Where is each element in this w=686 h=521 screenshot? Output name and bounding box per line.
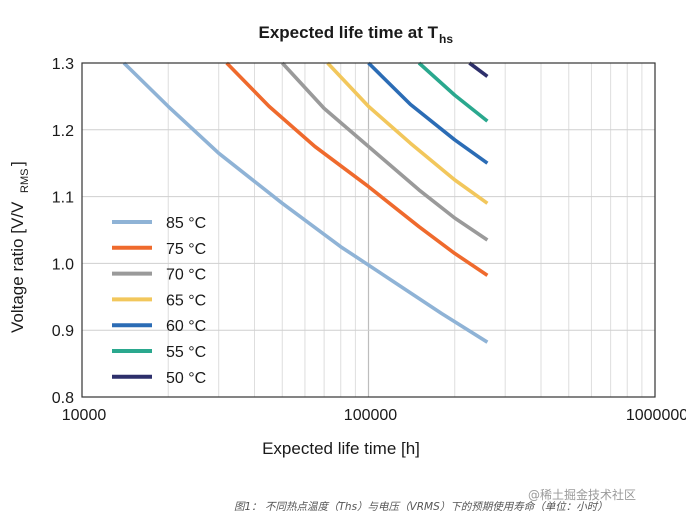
series-line (326, 61, 489, 205)
y-tick-labels: 0.8 0.9 1.0 1.1 1.2 1.3 (52, 56, 74, 407)
y-tick-label: 1.3 (52, 56, 74, 73)
y-axis-label-group: Voltage ratio [V/V RMS ] (8, 161, 31, 333)
series-line (417, 61, 489, 123)
chart-title-subscript: hs (439, 32, 453, 46)
series-line (225, 61, 489, 277)
y-tick-label: 0.9 (52, 323, 74, 340)
x-tick-label: 1000000 (626, 407, 686, 424)
legend-label: 60 °C (166, 318, 206, 335)
gridlines (82, 62, 655, 398)
y-axis-label-subscript: RMS (19, 169, 31, 193)
y-tick-label: 0.8 (52, 390, 74, 407)
series-line (367, 61, 489, 165)
y-axis-label-suffix: ] (8, 161, 27, 166)
x-tick-label: 10000 (62, 407, 107, 424)
x-tick-labels: 10000 100000 1000000 (62, 407, 686, 424)
legend-label: 50 °C (166, 370, 206, 387)
legend-label: 75 °C (166, 241, 206, 258)
x-axis-label: Expected life time [h] (262, 439, 420, 458)
series-line (122, 61, 489, 344)
figure-caption: 图1： 不同热点温度（Ths）与电压（VRMS）下的预期使用寿命（单位：小时） (234, 501, 608, 513)
legend: 85 °C 75 °C 70 °C 65 °C 60 °C 55 °C 50 °C (112, 215, 206, 387)
legend-label: 65 °C (166, 292, 206, 309)
chart-title: Expected life time at T (259, 23, 439, 42)
plot-frame (81, 62, 656, 398)
legend-label: 70 °C (166, 267, 206, 284)
watermark-text: @稀土掘金技术社区 (528, 488, 637, 502)
series-lines (122, 61, 489, 344)
y-tick-label: 1.1 (52, 190, 74, 207)
legend-label: 85 °C (166, 215, 206, 232)
series-line (280, 61, 489, 242)
y-axis-label: Voltage ratio [V/V (8, 201, 27, 333)
series-line (468, 61, 489, 78)
x-tick-label: 100000 (344, 407, 397, 424)
y-tick-label: 1.0 (52, 256, 74, 273)
y-tick-label: 1.2 (52, 123, 74, 140)
legend-label: 55 °C (166, 344, 206, 361)
